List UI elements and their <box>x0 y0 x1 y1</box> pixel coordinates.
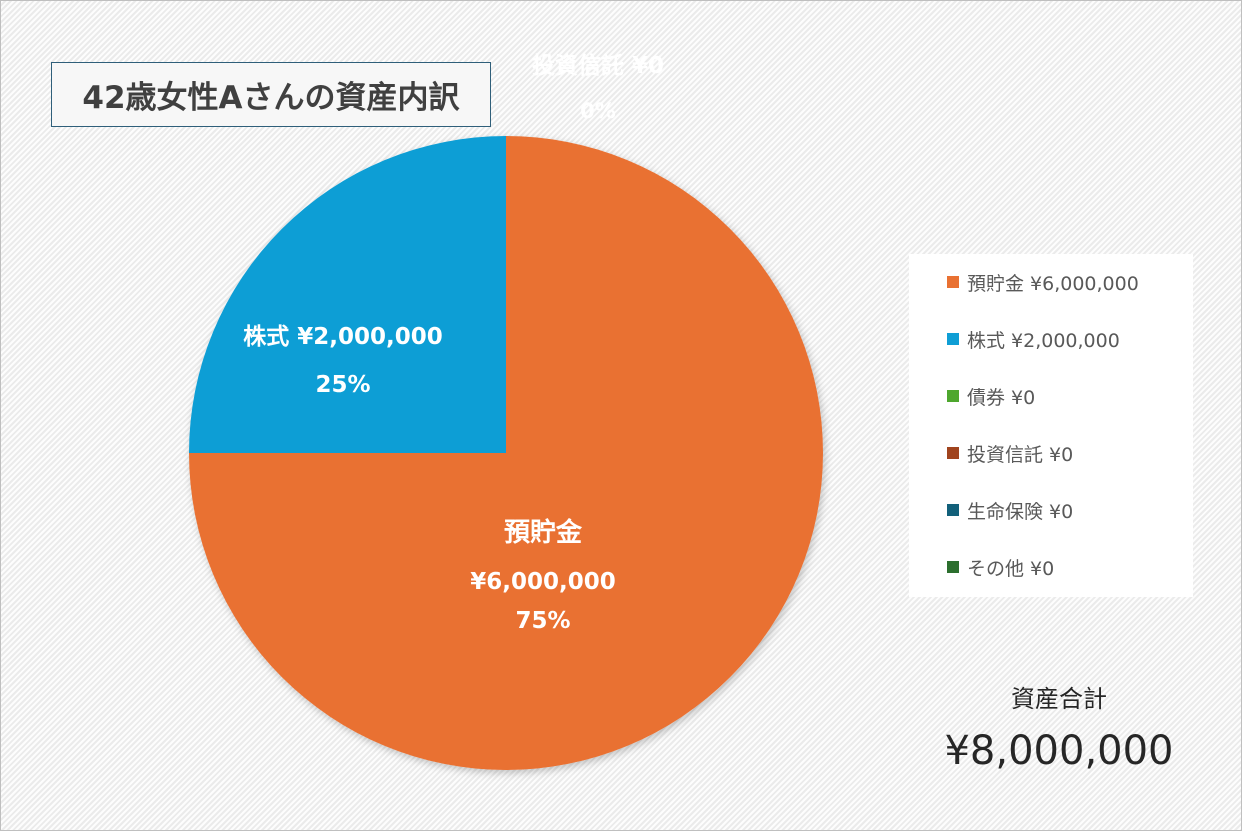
legend-swatch <box>947 390 959 402</box>
slice-data-label: 株式 ¥2,000,000 <box>243 324 443 350</box>
legend-item-seimei-hoken: 生命保険 ¥0 <box>947 497 1073 523</box>
legend-label: その他 ¥0 <box>967 557 1055 580</box>
slice-data-label: 投資信託 ¥0 <box>532 52 664 79</box>
slice-data-label: 75% <box>515 608 570 634</box>
legend-swatch <box>947 561 959 573</box>
legend-swatch <box>947 504 959 516</box>
slice-data-label: 25% <box>315 372 370 398</box>
legend-label: 株式 ¥2,000,000 <box>967 329 1120 352</box>
legend-swatch <box>947 333 959 345</box>
legend-swatch <box>947 447 959 459</box>
legend: 預貯金 ¥6,000,000 株式 ¥2,000,000 債券 ¥0 投資信託 … <box>909 254 1193 597</box>
legend-label: 生命保険 ¥0 <box>967 500 1074 523</box>
legend-item-toshin: 投資信託 ¥0 <box>947 440 1073 466</box>
slice-data-label: ¥6,000,000 <box>470 569 616 595</box>
legend-item-sonota: その他 ¥0 <box>947 554 1054 580</box>
slice-data-label: 預貯金 <box>504 517 583 548</box>
legend-label: 債券 ¥0 <box>967 386 1036 409</box>
legend-label: 投資信託 ¥0 <box>967 443 1074 466</box>
total-assets-label: 資産合計 <box>1011 685 1107 713</box>
slice-data-label: 0% <box>580 99 616 123</box>
pie-slice-2 <box>189 136 506 453</box>
legend-item-yochokin: 預貯金 ¥6,000,000 <box>947 269 1139 295</box>
legend-item-kabushiki: 株式 ¥2,000,000 <box>947 326 1120 352</box>
chart-title: 42歳女性Aさんの資産内訳 <box>51 62 491 127</box>
legend-item-saiken: 債券 ¥0 <box>947 383 1035 409</box>
legend-label: 預貯金 ¥6,000,000 <box>967 272 1139 295</box>
total-assets-value: ¥8,000,000 <box>944 728 1174 774</box>
legend-swatch <box>947 276 959 288</box>
